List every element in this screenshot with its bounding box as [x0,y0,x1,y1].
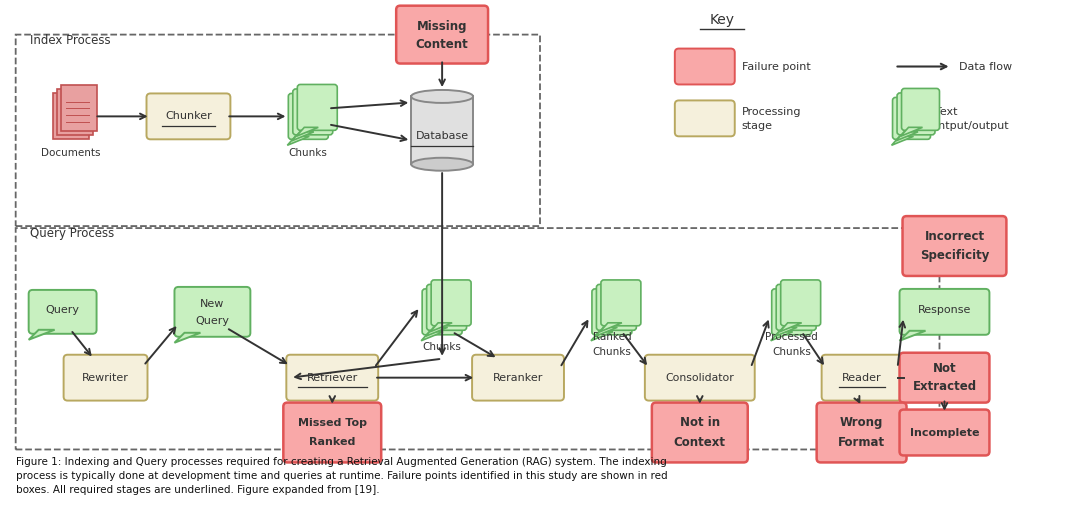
Polygon shape [892,136,914,145]
FancyBboxPatch shape [29,290,96,334]
Text: stage: stage [742,121,773,132]
Text: Rewriter: Rewriter [82,373,129,383]
Text: Query: Query [195,316,229,326]
Text: Failure point: Failure point [742,61,810,72]
Text: Database: Database [416,132,469,141]
Text: Response: Response [918,305,971,315]
Text: Processing: Processing [742,107,801,117]
Text: Chunks: Chunks [422,342,461,352]
Text: Chunks: Chunks [772,347,811,357]
Polygon shape [901,128,922,136]
FancyBboxPatch shape [422,289,462,335]
FancyBboxPatch shape [64,355,148,401]
FancyBboxPatch shape [897,93,935,135]
FancyBboxPatch shape [902,88,940,131]
Ellipse shape [411,158,473,171]
Text: Ranked: Ranked [309,437,355,448]
Text: Reader: Reader [841,373,881,383]
FancyBboxPatch shape [53,93,89,139]
Polygon shape [599,323,622,332]
FancyBboxPatch shape [288,93,328,139]
Text: Not: Not [933,362,956,375]
Bar [411,97,473,164]
FancyBboxPatch shape [293,89,333,135]
FancyBboxPatch shape [900,409,989,456]
Text: Query Process: Query Process [29,227,113,240]
FancyBboxPatch shape [822,355,902,401]
FancyBboxPatch shape [652,403,747,462]
Text: Figure 1: Indexing and Query processes required for creating a Retrieval Augment: Figure 1: Indexing and Query processes r… [16,457,667,495]
Text: New: New [200,299,225,309]
Text: Incorrect: Incorrect [924,230,985,242]
Polygon shape [896,132,918,141]
Text: Ranked: Ranked [593,332,631,342]
Text: Chunker: Chunker [165,111,212,121]
Polygon shape [287,136,309,145]
FancyBboxPatch shape [396,6,488,64]
Text: Query: Query [45,305,80,315]
Text: Wrong: Wrong [840,416,883,429]
Polygon shape [175,333,201,343]
FancyBboxPatch shape [772,289,812,335]
FancyBboxPatch shape [675,101,734,136]
FancyBboxPatch shape [777,284,816,330]
FancyBboxPatch shape [56,89,93,135]
Text: Data flow: Data flow [959,61,1013,72]
Text: Documents: Documents [41,148,100,158]
Text: Incomplete: Incomplete [909,428,980,437]
Text: Index Process: Index Process [29,34,110,47]
Polygon shape [426,327,447,336]
FancyBboxPatch shape [472,355,564,401]
Polygon shape [900,331,926,341]
Text: intput/output: intput/output [935,121,1009,132]
FancyBboxPatch shape [147,93,230,139]
FancyBboxPatch shape [645,355,755,401]
FancyBboxPatch shape [892,98,931,139]
FancyBboxPatch shape [283,403,381,462]
FancyBboxPatch shape [427,284,467,330]
Text: Chunks: Chunks [593,347,632,357]
Text: Format: Format [838,436,886,449]
FancyBboxPatch shape [596,284,636,330]
Polygon shape [296,128,319,136]
Polygon shape [771,332,793,341]
FancyBboxPatch shape [175,287,251,337]
Text: Specificity: Specificity [920,249,989,263]
Polygon shape [775,327,797,336]
FancyBboxPatch shape [60,85,96,132]
Text: Reranker: Reranker [492,373,543,383]
Text: Text: Text [935,107,958,117]
FancyBboxPatch shape [900,353,989,403]
Polygon shape [595,327,618,336]
Text: Missed Top: Missed Top [298,418,367,428]
FancyBboxPatch shape [592,289,632,335]
Polygon shape [421,332,443,341]
Text: Processed: Processed [766,332,818,342]
FancyBboxPatch shape [781,280,821,326]
Text: Missing: Missing [417,20,468,33]
Text: Chunks: Chunks [288,148,327,158]
Text: Retriever: Retriever [307,373,357,383]
Ellipse shape [411,90,473,103]
FancyBboxPatch shape [600,280,640,326]
Text: Extracted: Extracted [913,380,976,393]
Polygon shape [780,323,801,332]
FancyBboxPatch shape [675,49,734,84]
FancyBboxPatch shape [286,355,378,401]
Polygon shape [430,323,453,332]
FancyBboxPatch shape [297,84,337,131]
Text: Context: Context [674,436,726,449]
Text: Content: Content [416,38,469,51]
Polygon shape [29,330,55,340]
Text: Key: Key [710,13,734,26]
Text: Not in: Not in [679,416,720,429]
FancyBboxPatch shape [903,216,1007,276]
Polygon shape [292,132,314,141]
FancyBboxPatch shape [816,403,906,462]
Polygon shape [591,332,613,341]
FancyBboxPatch shape [900,289,989,335]
FancyBboxPatch shape [431,280,471,326]
Text: Consolidator: Consolidator [665,373,734,383]
